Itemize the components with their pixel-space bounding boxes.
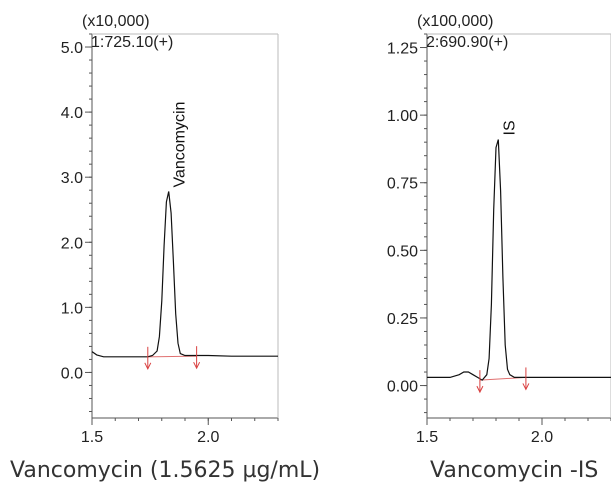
y-tick-label: 4.0: [61, 105, 83, 122]
y-tick-label: 0.0: [61, 365, 83, 382]
peak-marker-arrow: [193, 361, 201, 370]
x-tick-label: 1.5: [416, 429, 438, 446]
y-tick-label: 2.0: [61, 235, 83, 252]
y-tick-label: 1.0: [61, 300, 83, 317]
peak-label: Vancomycin: [172, 102, 189, 188]
chart-1-title: Vancomycin (1.5625 µg/mL): [10, 458, 321, 483]
y-tick-label: 0.50: [387, 243, 418, 260]
y-multiplier-label: (x10,000): [82, 13, 150, 30]
x-tick-label: 2.0: [531, 429, 553, 446]
peak-baseline: [147, 355, 197, 358]
y-tick-label: 0.00: [387, 379, 418, 396]
y-tick-label: 3.0: [61, 170, 83, 187]
chart-2: 0.00 0.25 0.50 0.75 1.00 1.25 1.5 2.0 (x100,000)…: [387, 13, 611, 446]
y-multiplier-label: (x100,000): [417, 13, 494, 30]
y-tick-label: 1.25: [387, 41, 418, 58]
y-tick-label: 1.00: [387, 108, 418, 125]
y-tick-label: 0.25: [387, 311, 418, 328]
peak-marker-arrow: [476, 385, 484, 394]
peak-marker-arrow: [144, 362, 152, 370]
channel-label: 1:725.10(+): [91, 34, 173, 51]
chart-2-title: Vancomycin -IS: [430, 458, 599, 483]
chromatogram-trace: [427, 139, 611, 381]
chart-1: 0.0 1.0 2.0 3.0 4.0 5.0 1.5 2.0 (x10,000) 1:725.1…: [61, 13, 279, 446]
channel-label: 2:690.90(+): [426, 34, 508, 51]
peak-marker-arrow: [522, 383, 530, 391]
x-tick-label: 2.0: [197, 429, 219, 446]
peak-label: IS: [501, 120, 518, 135]
x-tick-label: 1.5: [81, 429, 103, 446]
y-tick-label: 0.75: [387, 176, 418, 193]
y-tick-label: 5.0: [61, 40, 83, 57]
chromatogram-trace: [91, 191, 278, 358]
